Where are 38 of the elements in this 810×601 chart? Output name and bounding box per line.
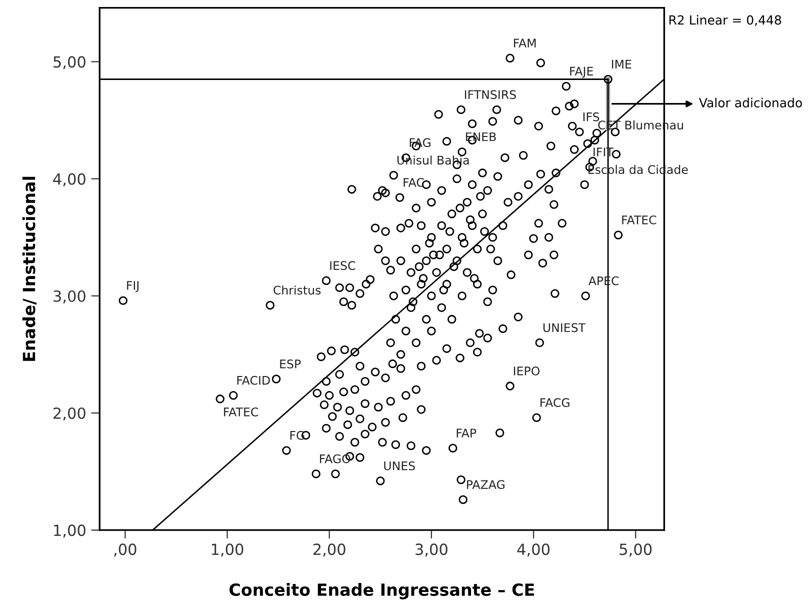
x-axis-title: Conceito Enade Ingressante – CE xyxy=(230,583,534,600)
annotation: IESC xyxy=(330,261,356,270)
x-tick-label: 1,00 xyxy=(212,544,244,557)
annotation: FACID xyxy=(237,376,270,385)
annotation: Unisul Bahia xyxy=(397,156,469,165)
x-tick-label: 5,00 xyxy=(620,544,652,557)
x-tick-label: 3,00 xyxy=(416,544,448,557)
y-tick-label: 5,00 xyxy=(54,56,86,70)
annotation: UNIEST xyxy=(543,323,586,332)
text: R2 Linear = 0,448 xyxy=(669,15,782,26)
annotation: FAM xyxy=(514,38,536,48)
annotation: FAG xyxy=(410,138,430,148)
annotation: FATEC xyxy=(224,407,258,416)
annotation: IME xyxy=(612,60,632,68)
annotation: FIJ xyxy=(127,281,138,292)
annotation: IEPO xyxy=(514,366,540,376)
annotation: UNES xyxy=(384,461,415,470)
annotation: IFS xyxy=(583,112,600,122)
annotation: Valor adicionado xyxy=(699,98,802,108)
annotation: FAJE xyxy=(570,66,593,78)
annotation: IFTNSIRS xyxy=(464,90,516,100)
x-tick-label: 2,00 xyxy=(313,544,346,557)
x-tick-label: 4,00 xyxy=(517,544,550,557)
y-axis-title: Enade/ Institucional xyxy=(22,176,37,361)
annotation: ENEB xyxy=(466,132,496,142)
annotation: FATEC xyxy=(622,215,656,224)
y-tick-label: 2,00 xyxy=(54,407,86,421)
annotation: FAC xyxy=(404,178,424,187)
annotation: ESP xyxy=(280,359,301,368)
y-tick-label: 3,00 xyxy=(54,290,86,304)
annotation: FAGO xyxy=(320,454,350,464)
y-tick-label: 1,00 xyxy=(54,524,86,538)
x-tick-label: ,00 xyxy=(114,544,136,557)
annotation: FACG xyxy=(540,398,570,408)
annotation: Christus xyxy=(274,285,321,295)
annotation: PAZAG xyxy=(467,480,504,490)
y-tick-label: 4,00 xyxy=(53,173,86,186)
annotation: FAP xyxy=(456,428,476,438)
